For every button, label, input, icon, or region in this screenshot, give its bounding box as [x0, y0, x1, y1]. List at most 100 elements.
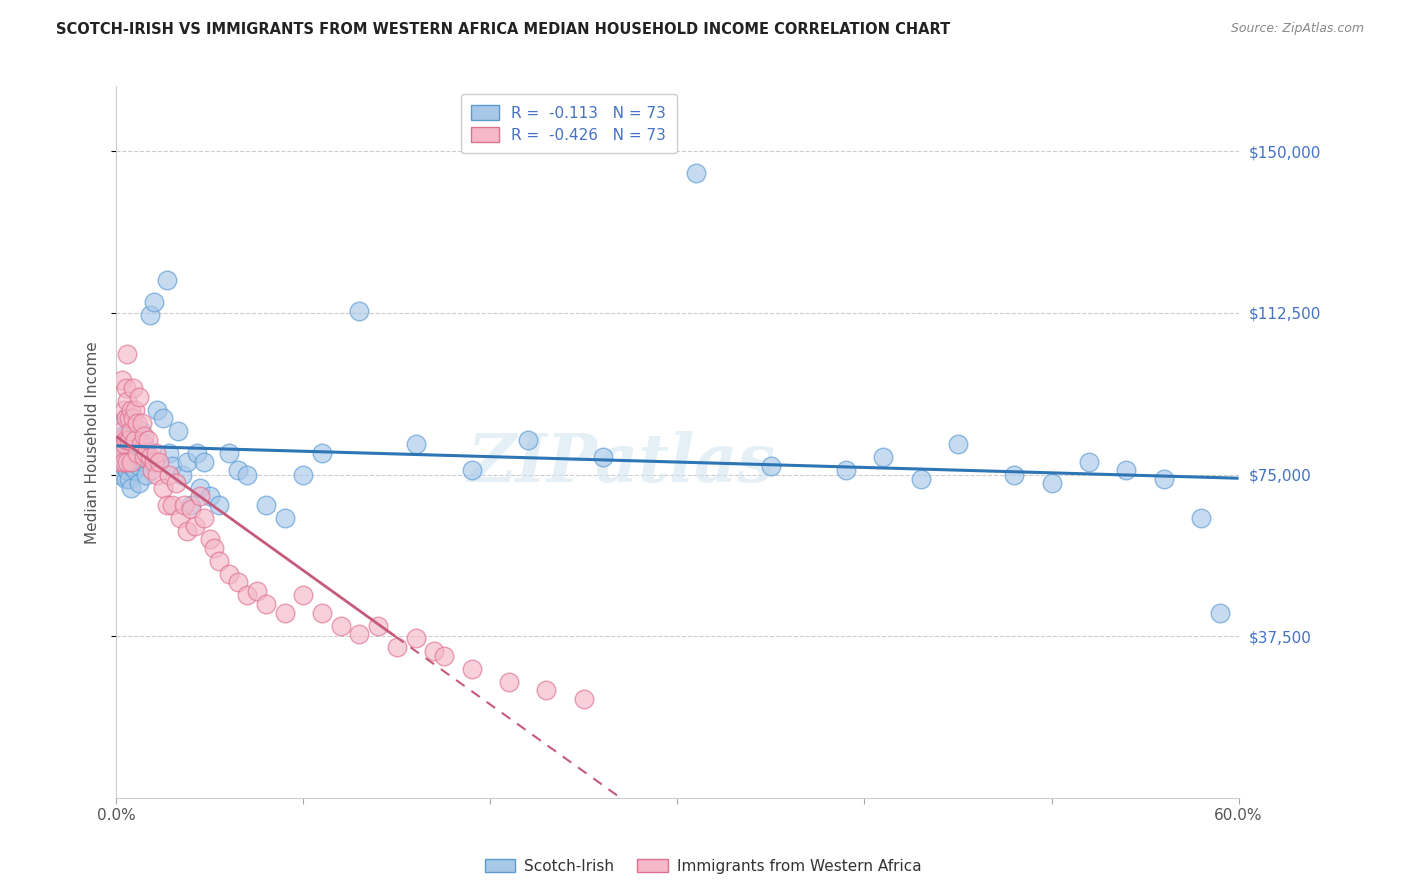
Point	[349, 303, 371, 318]
Point	[125, 416, 148, 430]
Point	[176, 455, 198, 469]
Point	[254, 597, 277, 611]
Point	[114, 450, 136, 465]
Point	[122, 442, 145, 456]
Point	[872, 450, 894, 465]
Point	[1078, 455, 1101, 469]
Point	[311, 606, 333, 620]
Point	[120, 481, 142, 495]
Point	[114, 411, 136, 425]
Point	[176, 524, 198, 538]
Point	[184, 519, 207, 533]
Point	[122, 381, 145, 395]
Point	[117, 437, 139, 451]
Point	[170, 467, 193, 482]
Point	[273, 606, 295, 620]
Text: ZIPatlas: ZIPatlas	[467, 431, 775, 496]
Legend: R =  -0.113   N = 73, R =  -0.426   N = 73: R = -0.113 N = 73, R = -0.426 N = 73	[461, 94, 676, 153]
Point	[329, 618, 352, 632]
Point	[111, 428, 134, 442]
Point	[173, 498, 195, 512]
Point	[120, 425, 142, 439]
Point	[108, 433, 131, 447]
Point	[124, 402, 146, 417]
Point	[118, 425, 141, 439]
Point	[131, 416, 153, 430]
Point	[180, 502, 202, 516]
Point	[125, 450, 148, 465]
Point	[1040, 476, 1063, 491]
Point	[226, 463, 249, 477]
Point	[759, 458, 782, 473]
Point	[208, 554, 231, 568]
Point	[536, 683, 558, 698]
Point	[273, 510, 295, 524]
Point	[208, 498, 231, 512]
Point	[835, 463, 858, 477]
Point	[152, 411, 174, 425]
Point	[311, 446, 333, 460]
Point	[1209, 606, 1232, 620]
Point	[112, 437, 135, 451]
Point	[156, 273, 179, 287]
Point	[134, 455, 156, 469]
Point	[107, 437, 129, 451]
Point	[112, 402, 135, 417]
Point	[134, 428, 156, 442]
Point	[129, 425, 152, 439]
Point	[142, 455, 165, 469]
Point	[111, 425, 134, 439]
Point	[142, 295, 165, 310]
Point	[202, 541, 225, 555]
Point	[405, 632, 427, 646]
Point	[180, 498, 202, 512]
Point	[111, 446, 134, 460]
Point	[107, 455, 129, 469]
Point	[108, 467, 131, 482]
Point	[122, 411, 145, 425]
Point	[114, 433, 136, 447]
Point	[131, 446, 153, 460]
Point	[112, 458, 135, 473]
Point	[118, 446, 141, 460]
Point	[190, 481, 212, 495]
Point	[118, 411, 141, 425]
Point	[193, 510, 215, 524]
Point	[128, 458, 150, 473]
Point	[112, 455, 135, 469]
Point	[141, 463, 163, 477]
Point	[592, 450, 614, 465]
Point	[218, 446, 240, 460]
Point	[165, 476, 187, 491]
Point	[108, 442, 131, 456]
Point	[349, 627, 371, 641]
Point	[910, 472, 932, 486]
Point	[198, 489, 221, 503]
Point	[111, 446, 134, 460]
Point	[385, 640, 408, 654]
Point	[162, 458, 184, 473]
Point	[108, 455, 131, 469]
Point	[120, 402, 142, 417]
Point	[254, 498, 277, 512]
Point	[245, 584, 267, 599]
Point	[148, 455, 170, 469]
Point	[129, 437, 152, 451]
Point	[162, 498, 184, 512]
Point	[405, 437, 427, 451]
Point	[124, 433, 146, 447]
Point	[134, 437, 156, 451]
Legend: Scotch-Irish, Immigrants from Western Africa: Scotch-Irish, Immigrants from Western Af…	[478, 853, 928, 880]
Point	[114, 381, 136, 395]
Point	[125, 428, 148, 442]
Point	[1002, 467, 1025, 482]
Point	[292, 588, 315, 602]
Point	[685, 166, 707, 180]
Point	[134, 450, 156, 465]
Point	[118, 472, 141, 486]
Point	[114, 472, 136, 486]
Point	[128, 390, 150, 404]
Point	[114, 411, 136, 425]
Point	[117, 394, 139, 409]
Point	[146, 402, 169, 417]
